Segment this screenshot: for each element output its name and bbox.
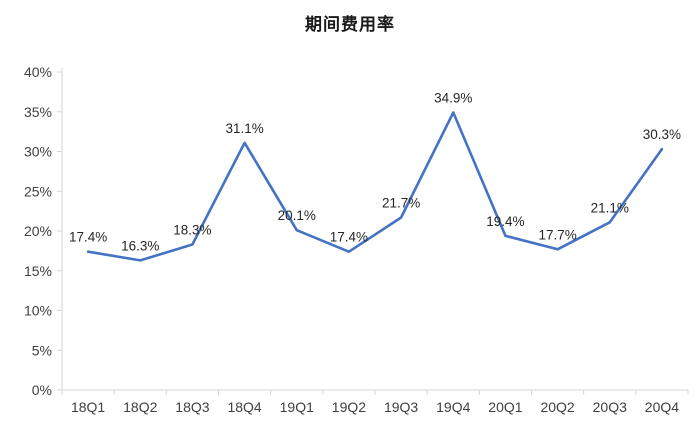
data-label: 17.4% (69, 230, 107, 245)
series-line (86, 111, 664, 262)
data-label: 16.3% (121, 238, 159, 253)
y-tick-label: 25% (24, 183, 52, 199)
y-tick-label: 20% (24, 223, 52, 239)
x-tick-label: 19Q2 (332, 399, 366, 415)
x-tick-label: 20Q3 (593, 399, 627, 415)
y-tick-label: 15% (24, 263, 52, 279)
y-tick-label: 0% (32, 382, 52, 398)
data-label: 20.1% (278, 208, 316, 223)
y-tick-label: 40% (24, 64, 52, 80)
x-tick-label: 19Q4 (436, 399, 470, 415)
x-tick-label: 19Q1 (280, 399, 314, 415)
data-label: 34.9% (434, 91, 472, 106)
y-tick-label: 10% (24, 303, 52, 319)
y-tick-label: 30% (24, 144, 52, 160)
x-tick-label: 20Q2 (540, 399, 574, 415)
x-tick-label: 20Q1 (488, 399, 522, 415)
data-label: 19.4% (486, 214, 524, 229)
y-tick-label: 35% (24, 104, 52, 120)
x-tick-label: 19Q3 (384, 399, 418, 415)
y-tick-label: 5% (32, 342, 52, 358)
data-label: 21.1% (591, 200, 629, 215)
x-tick-label: 20Q4 (645, 399, 679, 415)
data-label: 17.4% (330, 230, 368, 245)
x-tick-label: 18Q1 (71, 399, 105, 415)
x-tick-label: 18Q4 (227, 399, 261, 415)
data-label: 17.7% (538, 227, 576, 242)
data-label: 31.1% (225, 121, 263, 136)
data-label: 21.7% (382, 195, 420, 210)
data-label: 30.3% (643, 127, 681, 142)
chart-title: 期间费用率 (305, 15, 395, 34)
data-label: 18.3% (173, 223, 211, 238)
x-tick-label: 18Q2 (123, 399, 157, 415)
x-tick-label: 18Q3 (175, 399, 209, 415)
